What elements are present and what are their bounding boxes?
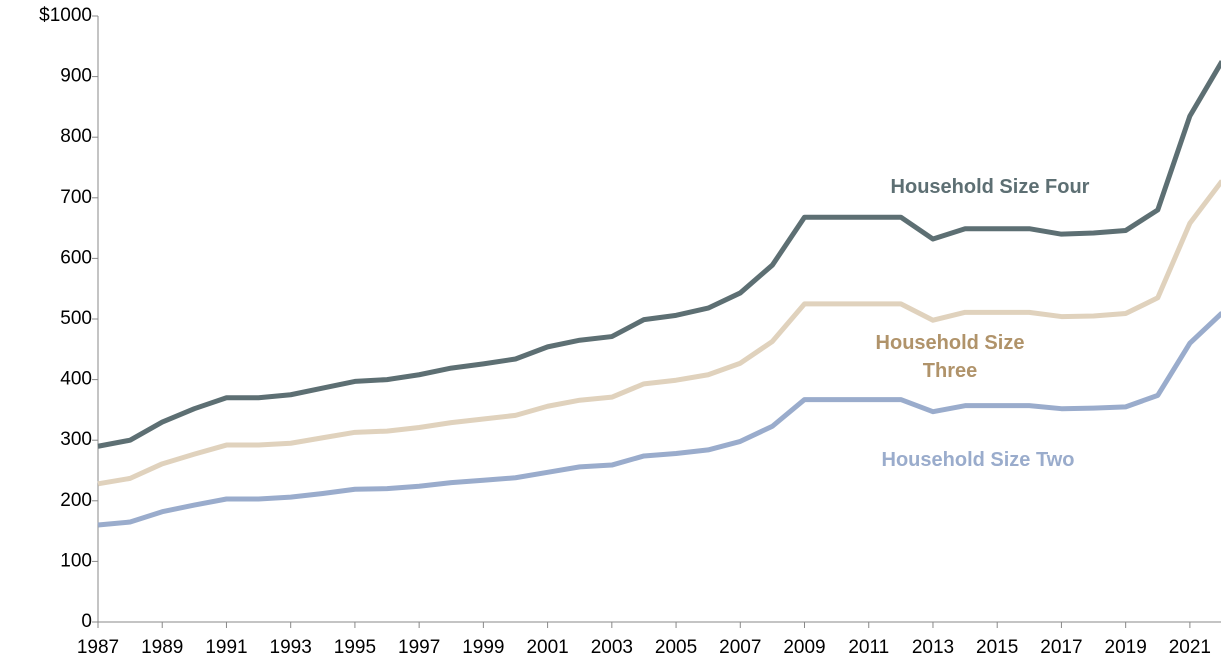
x-tick-label: 1995	[334, 637, 376, 658]
y-tick-label: 700	[60, 187, 92, 208]
y-tick-label: 0	[81, 611, 92, 632]
y-tick-label: 200	[60, 490, 92, 511]
x-tick-label: 2005	[655, 637, 697, 658]
x-tick-label: 1997	[398, 637, 440, 658]
x-tick-label: 2013	[912, 637, 954, 658]
x-tick-label: 1989	[141, 637, 183, 658]
series-label: Household Size Four	[890, 176, 1090, 198]
series-label: Household Size Two	[881, 449, 1075, 471]
y-tick-label: 600	[60, 247, 92, 268]
series-label: Household Size Three	[875, 332, 1025, 382]
y-tick-label: 800	[60, 126, 92, 147]
x-tick-label: 1993	[270, 637, 312, 658]
x-tick-label: 2019	[1105, 637, 1147, 658]
y-tick-label: 500	[60, 308, 92, 329]
x-tick-label: 1999	[462, 637, 504, 658]
x-tick-label: 2007	[719, 637, 761, 658]
y-tick-label: 300	[60, 429, 92, 450]
x-tick-label: 2017	[1040, 637, 1082, 658]
x-tick-label: 2011	[848, 637, 889, 658]
series-line	[97, 311, 1221, 528]
series-line	[97, 179, 1221, 487]
x-tick-label: 2001	[526, 637, 568, 658]
y-tick-label: 900	[60, 66, 92, 87]
x-tick-label: 2003	[591, 637, 633, 658]
x-tick-label: 2009	[783, 637, 825, 658]
y-tick-label: 400	[60, 369, 92, 390]
series-line	[97, 60, 1221, 449]
y-tick-label: 100	[60, 550, 92, 571]
x-tick-label: 1991	[205, 637, 247, 658]
x-tick-label: 2015	[976, 637, 1018, 658]
x-tick-label: 1987	[77, 637, 119, 658]
x-tick-label: 2021	[1169, 637, 1211, 658]
y-tick-label: $1000	[39, 5, 92, 26]
